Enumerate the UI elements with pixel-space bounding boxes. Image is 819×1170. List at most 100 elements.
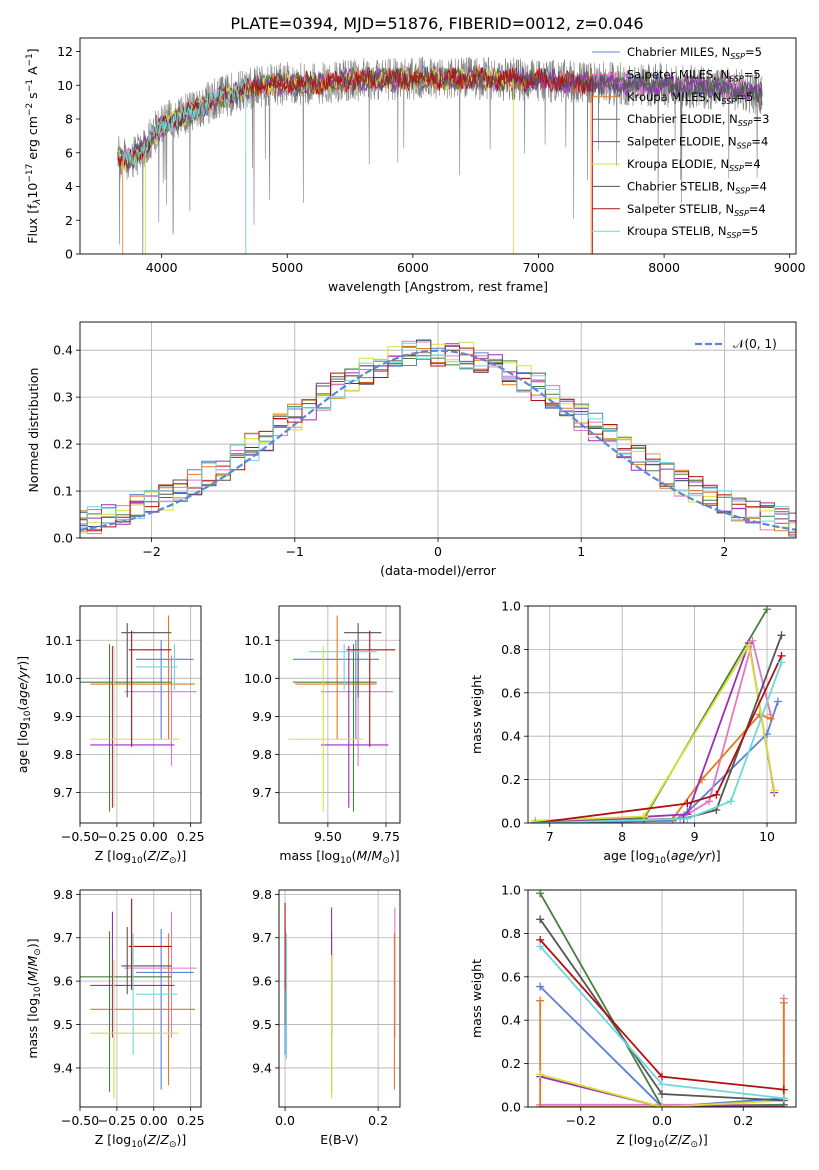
x-tick-label: 0.25 bbox=[177, 1113, 205, 1128]
weight-marker bbox=[779, 998, 788, 1007]
x-tick-label: 0.00 bbox=[140, 829, 168, 844]
x-tick-label: −0.50 bbox=[61, 1113, 99, 1128]
y-tick-label: 12 bbox=[57, 44, 73, 59]
legend-text: Chabrier MILES, N bbox=[627, 45, 730, 59]
x-axis-label-part: 10 bbox=[340, 856, 352, 866]
x-axis-label: E(B-V) bbox=[320, 1132, 359, 1147]
legend-label: Kroupa MILES, NSSP=5 bbox=[627, 90, 753, 106]
x-tick-label: 8000 bbox=[648, 260, 680, 275]
x-tick-label: 0 bbox=[434, 544, 442, 559]
model-spectrum-salpeter-stelib bbox=[117, 67, 593, 254]
x-tick-label: 0.2 bbox=[368, 1113, 388, 1128]
weight-line-chabrier-elodie bbox=[539, 892, 784, 1107]
x-tick-label: 2 bbox=[720, 544, 728, 559]
y-tick-label: 0.1 bbox=[53, 484, 73, 499]
axes-frame bbox=[278, 889, 401, 1108]
y-tick-label: 10 bbox=[57, 78, 73, 93]
legend-subscript: SSP bbox=[730, 52, 745, 61]
x-tick-label: 9.75 bbox=[372, 829, 400, 844]
legend-text: Chabrier STELIB, N bbox=[627, 179, 735, 193]
weight-marker bbox=[683, 814, 692, 823]
y-axis-label-part: −2 bbox=[25, 103, 35, 116]
legend-subscript: SSP bbox=[727, 231, 742, 240]
y-tick-label: 0.0 bbox=[53, 531, 73, 546]
weight-marker bbox=[779, 1085, 788, 1094]
x-axis-label-part: M bbox=[372, 848, 383, 863]
weight-marker bbox=[770, 786, 779, 795]
weight-marker bbox=[536, 996, 545, 1005]
plot-area-weight_vs_Z bbox=[536, 890, 788, 1107]
axes-frame bbox=[79, 605, 202, 824]
weight-marker bbox=[777, 631, 786, 640]
plot-area-spectrum bbox=[117, 56, 763, 254]
y-tick-label: 9.9 bbox=[53, 709, 73, 724]
x-tick-label: −2 bbox=[142, 544, 160, 559]
axes-weight_vs_Z: −0.2 0.0 0.20.00.20.40.60.81.0Z [log10(Z/Z… bbox=[469, 883, 797, 1150]
x-axis-label-part: 10 bbox=[131, 1140, 143, 1150]
x-axis-label-part: )] bbox=[176, 848, 186, 863]
legend-label: Salpeter MILES, NSSP=5 bbox=[627, 67, 761, 83]
plot-area-age_vs_Z bbox=[80, 615, 197, 812]
legend-label: 𝒩(0, 1) bbox=[733, 337, 777, 351]
y-axis-label: age [log10(age/yr)] bbox=[15, 656, 33, 773]
x-axis-label-part: 10 bbox=[653, 1140, 665, 1150]
legend-subscript: SSP bbox=[735, 186, 750, 195]
y-tick-label: 0.6 bbox=[501, 969, 521, 984]
x-axis-label: mass [log10(M/M⊙)] bbox=[279, 848, 399, 866]
y-axis-label-part: λ bbox=[32, 199, 43, 206]
y-axis-label: mass weight bbox=[469, 675, 484, 754]
y-axis-label-part: )] bbox=[25, 938, 40, 948]
x-tick-label: −0.25 bbox=[98, 829, 136, 844]
x-axis-label-part: Z bbox=[668, 1132, 678, 1147]
y-tick-label: 9.5 bbox=[53, 1017, 73, 1032]
weight-marker bbox=[726, 797, 735, 806]
weight-marker bbox=[744, 641, 753, 650]
weight-line-kroupa-elodie bbox=[539, 1073, 784, 1107]
y-axis-label-part: age/yr bbox=[15, 665, 30, 706]
y-axis-label-part: 10 bbox=[23, 710, 33, 722]
plot-area-mass_vs_EBV bbox=[284, 903, 396, 1099]
y-tick-label: 9.7 bbox=[53, 930, 73, 945]
y-axis-label-part: −1 bbox=[25, 53, 35, 66]
legend-n: =5 bbox=[741, 224, 758, 238]
y-tick-label: 0.0 bbox=[501, 1100, 521, 1115]
x-axis-label-part: / bbox=[156, 1132, 161, 1147]
x-axis-label-part: ( bbox=[352, 848, 357, 863]
legend-n: =4 bbox=[750, 179, 767, 193]
weight-marker bbox=[658, 1089, 666, 1098]
y-tick-label: 9.8 bbox=[252, 747, 272, 762]
axes-residuals: −2 −1 0 1 2 0.0 0.1 0.2 0.3 0.4 (data-model)/error… bbox=[26, 321, 797, 578]
y-tick-label: 0.4 bbox=[501, 729, 521, 744]
y-tick-label: 1.0 bbox=[501, 599, 521, 614]
x-axis-label: wavelength [Angstrom, rest frame] bbox=[328, 279, 548, 294]
weight-marker bbox=[658, 1103, 666, 1107]
axes-mass_vs_Z: −0.50−0.25 0.00 0.259.49.59.69.79.8Z [log1… bbox=[25, 887, 205, 1150]
weight-line-kroupa-miles bbox=[535, 713, 771, 823]
y-tick-label: 10.0 bbox=[45, 671, 73, 686]
x-axis-label-part: age/yr bbox=[671, 848, 712, 863]
weight-marker bbox=[712, 790, 721, 799]
x-axis-label-part: Z bbox=[681, 1132, 691, 1147]
legend-label: Salpeter ELODIE, NSSP=4 bbox=[627, 135, 768, 151]
x-axis-label-part: Z bbox=[159, 848, 169, 863]
weight-marker bbox=[531, 819, 540, 823]
x-tick-label: 0.0 bbox=[275, 1113, 295, 1128]
weight-line-salpeter-elodie bbox=[539, 1075, 784, 1107]
y-tick-label: 0 bbox=[65, 247, 73, 262]
y-tick-label: 6 bbox=[65, 145, 73, 160]
legend-n: =4 bbox=[744, 157, 761, 171]
y-tick-label: 0.3 bbox=[53, 390, 73, 405]
legend-n: =5 bbox=[745, 45, 762, 59]
histogram-salpeter-stelib bbox=[80, 345, 796, 533]
legend-n: =4 bbox=[751, 135, 768, 149]
legend-text: Salpeter STELIB, N bbox=[627, 202, 734, 216]
x-axis-label-text: wavelength [Angstrom, rest frame] bbox=[328, 279, 548, 294]
y-tick-label: 9.7 bbox=[252, 930, 272, 945]
x-tick-label: 5000 bbox=[271, 260, 303, 275]
weight-marker bbox=[658, 1080, 666, 1089]
legend-label: Chabrier ELODIE, NSSP=3 bbox=[627, 112, 769, 128]
y-tick-label: 2 bbox=[65, 213, 73, 228]
plot-area-residuals bbox=[80, 339, 796, 537]
x-axis-label-part: ⊙ bbox=[382, 856, 390, 866]
